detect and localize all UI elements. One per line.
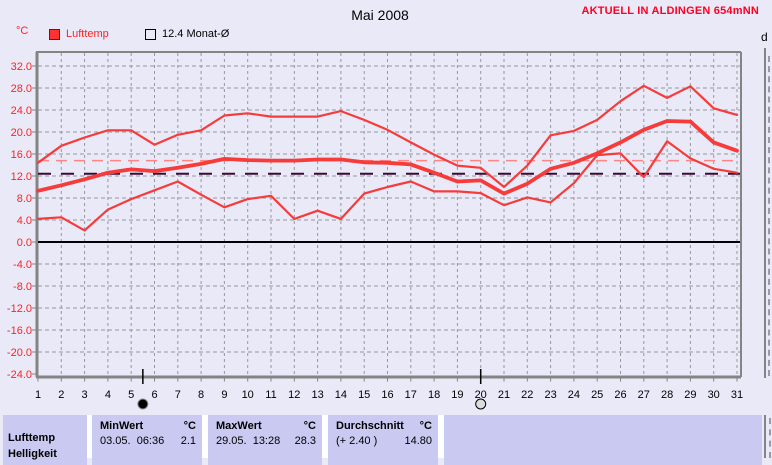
svg-text:3: 3 [82,389,88,401]
svg-text:10: 10 [242,389,254,401]
svg-text:4.0: 4.0 [17,215,32,227]
tagesmax-line [36,84,739,189]
legend-item-lufttemp: Lufttemp [49,28,109,40]
svg-text:26: 26 [614,389,626,401]
sensor-row-label: Lufttemp [8,432,56,444]
svg-text:0.0: 0.0 [17,237,32,249]
page-title: Mai 2008 [351,7,409,23]
axis-ticks [32,65,738,382]
summary-cell-maxwert: MaxWert °C 29.05. 13:28 28.3 [208,415,322,465]
maxwert-value: 28.3 [294,435,316,447]
plot-frame [35,51,742,379]
maxwert-unit: °C [303,420,316,432]
svg-text:1: 1 [35,389,41,401]
legend-monat-label: 12.4 Monat-Ø [162,28,230,40]
svg-text:-12.0: -12.0 [7,303,32,315]
grid-lines [37,53,740,376]
minwert-header: MinWert [100,420,144,432]
lufttemp-swatch-icon [49,28,60,40]
svg-text:14: 14 [335,389,347,401]
svg-text:28.0: 28.0 [11,83,32,95]
durchschnitt-header: Durchschnitt [336,420,404,432]
y-axis-labels: -24.0 -20.0 -16.0 -12.0 -8.0 -4.0 0.0 4.0 8.0 12.… [7,61,32,381]
svg-text:13: 13 [311,389,323,401]
maxwert-datetime: 29.05. 13:28 [216,435,281,447]
svg-text:18: 18 [428,389,440,401]
adjacent-panel-label: d [761,30,768,44]
svg-text:-4.0: -4.0 [13,259,32,271]
adjacent-panel-axis [764,48,766,378]
svg-text:23: 23 [544,389,556,401]
svg-text:19: 19 [451,389,463,401]
svg-text:22: 22 [521,389,533,401]
svg-text:32.0: 32.0 [11,61,32,73]
durchschnitt-offset: (+ 2.40 ) [336,435,378,447]
temperature-chart: -24.0 -20.0 -16.0 -12.0 -8.0 -4.0 0.0 4.0 8.0 12.… [7,51,743,410]
summary-cell-sensor: Lufttemp Helligkeit [3,415,87,465]
svg-text:-24.0: -24.0 [7,369,32,381]
svg-text:24: 24 [568,389,580,401]
durchschnitt-unit: °C [419,420,432,432]
svg-text:-16.0: -16.0 [7,325,32,337]
legend-lufttemp-label: Lufttemp [66,28,109,40]
durchschnitt-value: 14.80 [404,435,432,447]
full-moon-icon [475,369,487,410]
location-banner: AKTUELL IN ALDINGEN 654mNN [581,5,759,17]
minwert-unit: °C [183,420,196,432]
svg-text:12.0: 12.0 [11,171,32,183]
svg-text:11: 11 [265,389,276,401]
svg-text:16: 16 [381,389,393,401]
adjacent-panel-ticks [768,56,770,376]
x-axis-labels: 1 2 3 4 5 6 7 8 9 10 11 12 13 14 15 16 17 18 19 20 21 22 23 24 2… [35,389,743,401]
summary-cell-empty [444,415,762,465]
svg-text:12: 12 [288,389,300,401]
tagesmin-line [36,140,739,232]
sensor-row2-label: Helligkeit [8,448,57,460]
reference-lines [38,159,740,175]
legend-item-monat-avg: 12.4 Monat-Ø [145,28,229,40]
adjacent-panel-ticks-bottom [769,418,771,458]
svg-text:5: 5 [128,389,134,401]
svg-text:21: 21 [498,389,510,401]
svg-text:31: 31 [731,389,743,401]
svg-text:9: 9 [221,389,227,401]
svg-text:8: 8 [198,389,204,401]
summary-cell-minwert: MinWert °C 03.05. 06:36 2.1 [92,415,202,465]
svg-text:17: 17 [405,389,417,401]
svg-text:-20.0: -20.0 [7,347,32,359]
new-moon-icon [137,369,149,410]
monat-avg-swatch-icon [145,28,156,40]
svg-text:28: 28 [661,389,673,401]
svg-text:8.0: 8.0 [17,193,32,205]
svg-text:2: 2 [58,389,64,401]
svg-text:27: 27 [638,389,650,401]
svg-text:20.0: 20.0 [11,127,32,139]
minwert-datetime: 03.05. 06:36 [100,435,165,447]
svg-text:6: 6 [151,389,157,401]
y-axis-unit-label: °C [16,25,29,37]
svg-text:7: 7 [175,389,181,401]
minwert-value: 2.1 [180,435,196,447]
summary-cell-durchschnitt: Durchschnitt °C (+ 2.40 ) 14.80 [328,415,438,465]
svg-text:25: 25 [591,389,603,401]
mittel-line [36,119,739,196]
svg-text:-8.0: -8.0 [13,281,32,293]
svg-text:15: 15 [358,389,370,401]
svg-text:4: 4 [105,389,111,401]
adjacent-panel-axis-bottom [764,415,766,458]
svg-text:29: 29 [684,389,696,401]
svg-text:30: 30 [708,389,720,401]
svg-text:16.0: 16.0 [11,149,32,161]
svg-text:20: 20 [475,389,487,401]
svg-text:24.0: 24.0 [11,105,32,117]
maxwert-header: MaxWert [216,420,262,432]
